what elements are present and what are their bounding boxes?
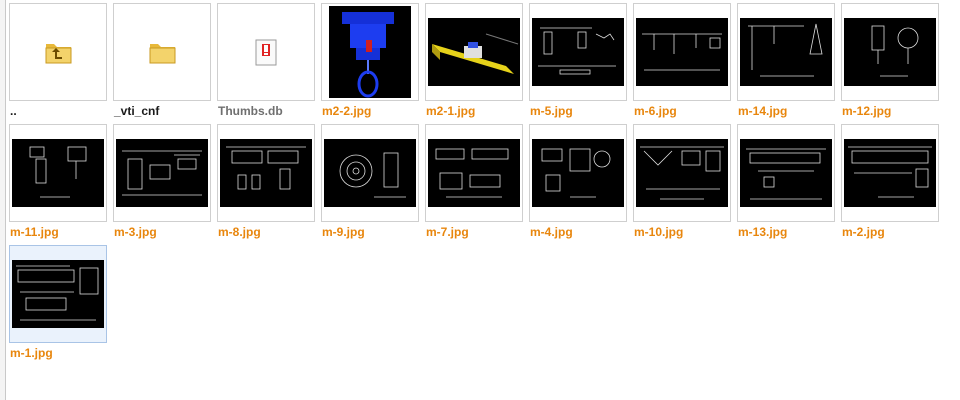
thumbnail bbox=[9, 3, 107, 101]
file-name: m2-2.jpg bbox=[322, 104, 372, 118]
thumbnail bbox=[841, 3, 939, 101]
thumbnail bbox=[425, 3, 523, 101]
thumbnail bbox=[217, 3, 315, 101]
thumbnail bbox=[737, 124, 835, 222]
file-item-m-9[interactable]: m-9.jpg bbox=[321, 124, 419, 242]
cad-drawing-image bbox=[428, 139, 520, 207]
file-item-parent[interactable]: .. bbox=[9, 3, 107, 121]
file-name: .. bbox=[10, 104, 17, 118]
file-name: m2-1.jpg bbox=[426, 104, 476, 118]
file-name: _vti_cnf bbox=[114, 104, 160, 118]
folder-icon bbox=[149, 44, 176, 64]
hoist-render-image bbox=[329, 6, 411, 98]
file-item-m-7[interactable]: m-7.jpg bbox=[425, 124, 523, 242]
cad-drawing-image bbox=[532, 139, 624, 207]
thumbnail bbox=[113, 3, 211, 101]
file-name: m-2.jpg bbox=[842, 225, 885, 239]
file-name: m-3.jpg bbox=[114, 225, 157, 239]
file-name: m-6.jpg bbox=[634, 104, 677, 118]
thumbnail bbox=[529, 3, 627, 101]
file-name: m-7.jpg bbox=[426, 225, 469, 239]
cad-drawing-image bbox=[740, 139, 832, 207]
file-item-m-11[interactable]: m-11.jpg bbox=[9, 124, 107, 242]
cad-drawing-image bbox=[220, 139, 312, 207]
file-name: m-5.jpg bbox=[530, 104, 573, 118]
system-file-icon bbox=[255, 39, 277, 66]
cad-drawing-image bbox=[844, 139, 936, 207]
file-name: m-9.jpg bbox=[322, 225, 365, 239]
thumbnail bbox=[633, 3, 731, 101]
file-item-thumbs-db[interactable]: Thumbs.db bbox=[217, 3, 315, 121]
file-name: m-14.jpg bbox=[738, 104, 788, 118]
thumbnail bbox=[841, 124, 939, 222]
file-item-m2-1[interactable]: m2-1.jpg bbox=[425, 3, 523, 121]
file-name: m-10.jpg bbox=[634, 225, 684, 239]
thumbnail bbox=[9, 124, 107, 222]
thumbnail bbox=[425, 124, 523, 222]
thumbnail bbox=[321, 124, 419, 222]
file-item-m-3[interactable]: m-3.jpg bbox=[113, 124, 211, 242]
file-item-m-5[interactable]: m-5.jpg bbox=[529, 3, 627, 121]
file-item-m-4[interactable]: m-4.jpg bbox=[529, 124, 627, 242]
cad-drawing-image bbox=[844, 18, 936, 86]
folder-up-icon bbox=[45, 44, 72, 64]
file-item-m-14[interactable]: m-14.jpg bbox=[737, 3, 835, 121]
file-item-m-10[interactable]: m-10.jpg bbox=[633, 124, 731, 242]
cad-drawing-image bbox=[532, 18, 624, 86]
thumbnail bbox=[321, 3, 419, 101]
thumbnail bbox=[217, 124, 315, 222]
thumbnail bbox=[529, 124, 627, 222]
file-name: m-12.jpg bbox=[842, 104, 892, 118]
cad-drawing-image bbox=[636, 18, 728, 86]
file-item-m-13[interactable]: m-13.jpg bbox=[737, 124, 835, 242]
thumbnail bbox=[9, 245, 107, 343]
file-item-vti-cnf[interactable]: _vti_cnf bbox=[113, 3, 211, 121]
thumbnail bbox=[633, 124, 731, 222]
crane-beam-render-image bbox=[428, 18, 520, 86]
cad-drawing-image bbox=[324, 139, 416, 207]
file-item-m-12[interactable]: m-12.jpg bbox=[841, 3, 939, 121]
cad-drawing-image bbox=[636, 139, 728, 207]
file-name: m-4.jpg bbox=[530, 225, 573, 239]
file-name: m-11.jpg bbox=[10, 225, 59, 239]
cad-drawing-image bbox=[116, 139, 208, 207]
file-name: m-8.jpg bbox=[218, 225, 261, 239]
cad-drawing-image bbox=[740, 18, 832, 86]
pane-left-border bbox=[0, 0, 6, 400]
file-item-m-8[interactable]: m-8.jpg bbox=[217, 124, 315, 242]
cad-drawing-image bbox=[12, 260, 104, 328]
file-grid: .. _vti_cnf Thumbs.db bbox=[9, 3, 959, 398]
file-name: m-13.jpg bbox=[738, 225, 788, 239]
cad-drawing-image bbox=[12, 139, 104, 207]
file-item-m-2[interactable]: m-2.jpg bbox=[841, 124, 939, 242]
file-name: Thumbs.db bbox=[218, 104, 283, 118]
thumbnail bbox=[113, 124, 211, 222]
thumbnail bbox=[737, 3, 835, 101]
file-name: m-1.jpg bbox=[10, 346, 53, 360]
file-item-m2-2[interactable]: m2-2.jpg bbox=[321, 3, 419, 121]
file-item-m-6[interactable]: m-6.jpg bbox=[633, 3, 731, 121]
file-item-m-1[interactable]: m-1.jpg bbox=[9, 245, 107, 363]
